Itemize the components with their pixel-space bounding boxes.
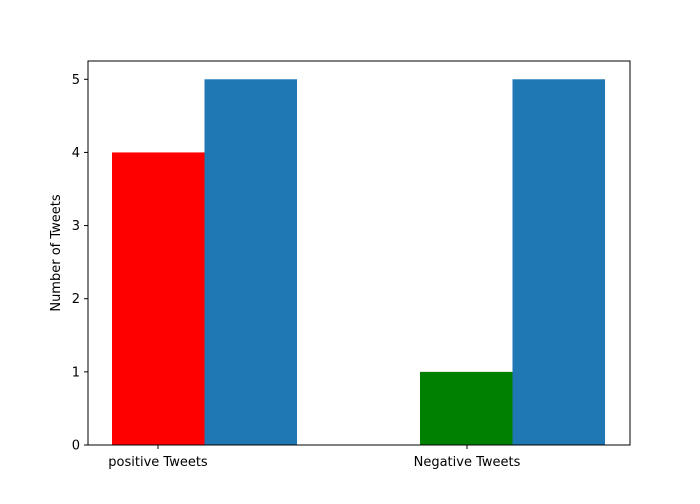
bar-2-positive-tweets — [204, 79, 297, 446]
bar-1-positive-tweets — [112, 152, 205, 445]
bar-2-negative-tweets — [512, 79, 605, 446]
y-tick-label: 5 — [72, 73, 80, 88]
y-tick-label: 2 — [72, 292, 80, 307]
x-tick-label: positive Tweets — [108, 455, 208, 470]
plot-frame — [87, 60, 631, 446]
bar-1-negative-tweets — [420, 371, 513, 445]
y-tick-label: 0 — [72, 439, 80, 454]
x-axis: positive Tweets Negative Tweets — [108, 445, 521, 470]
x-tick-label: Negative Tweets — [414, 455, 521, 470]
bars-layer — [112, 79, 605, 446]
y-tick-label: 4 — [72, 146, 80, 161]
y-axis-label: Number of Tweets — [49, 194, 64, 312]
y-tick-label: 3 — [72, 219, 80, 234]
y-axis: 0 1 2 3 4 5 — [72, 73, 88, 454]
y-tick-label: 1 — [72, 365, 80, 380]
